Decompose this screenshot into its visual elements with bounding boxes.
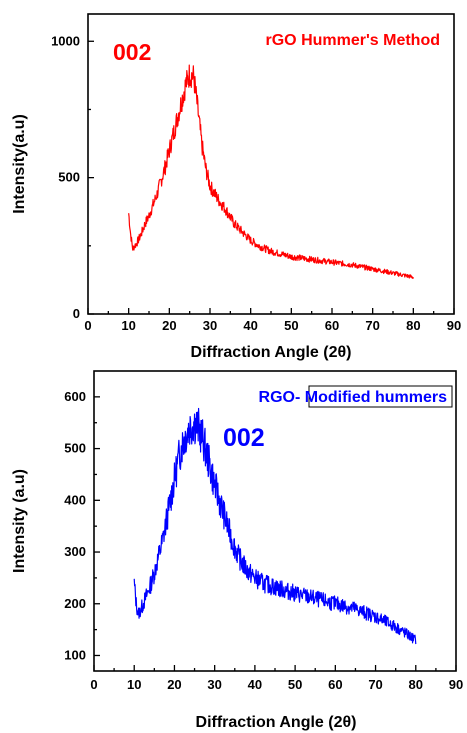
x-tick-label: 60 <box>328 677 342 692</box>
y-tick-label: 400 <box>64 492 86 507</box>
chart-bottom: 0 10 20 30 40 50 60 70 80 90 100 200 300 400 500 600 R… <box>11 370 463 731</box>
x-axis-label-top: Diffraction Angle (2θ) <box>191 344 352 361</box>
x-tick-label: 30 <box>207 677 221 692</box>
x-tick-label: 0 <box>90 677 97 692</box>
series-line-bottom <box>133 407 417 645</box>
plot-frame-bottom <box>93 370 457 672</box>
y-tick-label: 300 <box>64 544 86 559</box>
x-tick-label: 20 <box>167 677 181 692</box>
legend-box-bottom <box>308 385 453 408</box>
y-axis-label-bottom: Intensity (a.u) <box>11 469 28 573</box>
y-tick-label: 200 <box>64 596 86 611</box>
x-tick-label: 10 <box>121 318 135 333</box>
x-tick-label: 70 <box>368 677 382 692</box>
x-tick-label: 20 <box>162 318 176 333</box>
y-tick-label: 500 <box>58 170 80 185</box>
y-tick-label: 500 <box>64 441 86 456</box>
x-tick-label: 40 <box>248 677 262 692</box>
y-ticks-top: 0 500 1000 <box>51 33 94 321</box>
chart-title-top: rGO Hummer's Method <box>266 32 441 49</box>
x-tick-label: 60 <box>325 318 339 333</box>
peak-annotation-bottom: 002 <box>223 424 265 452</box>
x-tick-label: 80 <box>406 318 420 333</box>
x-ticks-top: 0 10 20 30 40 50 60 70 80 90 <box>84 308 461 333</box>
x-tick-label: 50 <box>284 318 298 333</box>
x-tick-label: 10 <box>127 677 141 692</box>
x-ticks-bottom: 0 10 20 30 40 50 60 70 80 90 <box>90 665 463 692</box>
series-line-top <box>128 64 414 280</box>
y-tick-label: 600 <box>64 389 86 404</box>
x-axis-label-bottom: Diffraction Angle (2θ) <box>196 714 357 731</box>
x-tick-label: 70 <box>365 318 379 333</box>
x-tick-label: 50 <box>288 677 302 692</box>
peak-annotation-top: 002 <box>113 39 151 65</box>
y-tick-label: 0 <box>73 306 80 321</box>
chart-top: 0 10 20 30 40 50 60 70 80 90 0 500 1000 rGO Hummer'… <box>11 13 461 361</box>
legend-label-bottom: RGO- Modified hummers <box>259 389 448 406</box>
x-tick-label: 30 <box>203 318 217 333</box>
y-tick-label: 1000 <box>51 33 80 48</box>
x-tick-label: 40 <box>243 318 257 333</box>
x-tick-label: 80 <box>409 677 423 692</box>
y-tick-label: 100 <box>64 647 86 662</box>
x-tick-label: 0 <box>84 318 91 333</box>
x-tick-label: 90 <box>447 318 461 333</box>
x-tick-label: 90 <box>449 677 463 692</box>
y-ticks-bottom: 100 200 300 400 500 600 <box>64 389 100 662</box>
y-axis-label-top: Intensity(a.u) <box>11 114 28 214</box>
